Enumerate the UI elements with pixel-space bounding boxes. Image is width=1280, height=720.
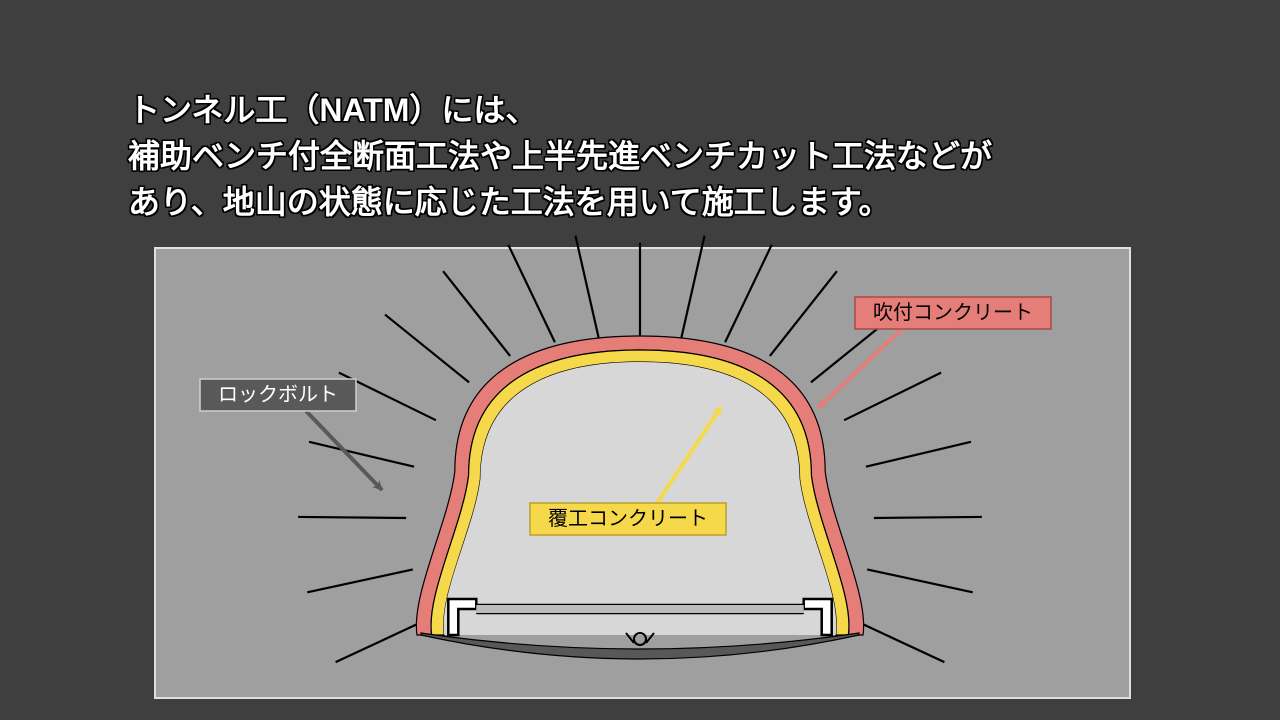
stage: ロックボルト 吹付コンクリート覆工コンクリート トンネル工（NATM）には、 補助… (0, 0, 1280, 720)
shotcrete-label-text: 吹付コンクリート (873, 301, 1033, 324)
heading-line-1: トンネル工（NATM）には、 (128, 85, 537, 131)
lining-label-text: 覆工コンクリート (548, 507, 708, 530)
roadbed-slab-fill (476, 605, 803, 613)
heading-line-2: 補助ベンチ付全断面工法や上半先進ベンチカット工法などが (128, 131, 992, 177)
rockbolt-label-text: ロックボルト (218, 383, 338, 406)
heading-line-3: あり、地山の状態に応じた工法を用いて施工します。 (128, 177, 891, 223)
rockbolt (874, 517, 982, 518)
rockbolt (298, 517, 406, 518)
